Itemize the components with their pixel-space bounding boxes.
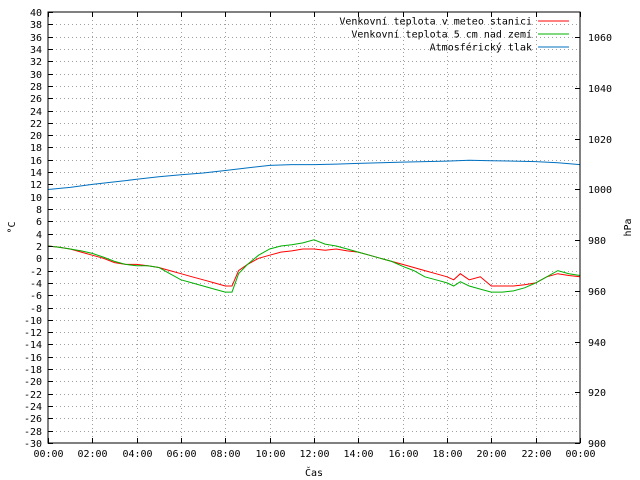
- x-tick-label: 22:00: [521, 449, 551, 460]
- y-right-tick-label: 940: [588, 338, 606, 349]
- x-tick-label: 18:00: [432, 449, 462, 460]
- y-left-tick-label: 22: [30, 119, 42, 130]
- x-axis-label: Čas: [305, 466, 323, 479]
- chart-grid: [48, 12, 580, 443]
- y-left-tick-label: 40: [30, 8, 42, 19]
- y-left-tick-label: -10: [24, 316, 42, 327]
- y-left-tick-label: 4: [36, 230, 42, 241]
- x-tick-label: 16:00: [388, 449, 418, 460]
- y-left-tick-label: 34: [30, 45, 42, 56]
- y-right-tick-label: 1060: [588, 33, 612, 44]
- x-tick-label: 12:00: [299, 449, 329, 460]
- y-right-tick-label: 1040: [588, 84, 612, 95]
- y-left-tick-label: -14: [24, 340, 42, 351]
- y-right-tick-label: 900: [588, 439, 606, 450]
- y-left-tick-label: 24: [30, 107, 42, 118]
- series-line-2: [47, 159, 581, 190]
- y-left-tick-label: 12: [30, 180, 42, 191]
- y-axis-left-label: °C: [7, 221, 18, 233]
- x-tick-label: 00:00: [565, 449, 595, 460]
- chart-series-layer: [47, 159, 581, 293]
- y-right-tick-label: 1020: [588, 135, 612, 146]
- y-left-tick-label: 10: [30, 193, 42, 204]
- y-left-tick-label: 0: [36, 254, 42, 265]
- y-axis-right-label: hPa: [623, 218, 634, 236]
- y-left-tick-label: 38: [30, 20, 42, 31]
- y-left-tick-label: 14: [30, 168, 42, 179]
- legend-label-0: Venkovní teplota v meteo stanici: [339, 16, 532, 28]
- y-left-tick-label: -28: [24, 427, 42, 438]
- y-left-tick-label: 6: [36, 217, 42, 228]
- y-left-tick-label: 18: [30, 143, 42, 154]
- y-left-tick-label: -18: [24, 365, 42, 376]
- legend-label-2: Atmosférický tlak: [430, 42, 532, 54]
- x-tick-label: 08:00: [210, 449, 240, 460]
- y-left-tick-label: -4: [30, 279, 42, 290]
- y-left-tick-label: -2: [30, 267, 42, 278]
- chart-tick-labels: -30-28-26-24-22-20-18-16-14-12-10-8-6-4-…: [24, 8, 612, 460]
- y-left-tick-label: 32: [30, 57, 42, 68]
- y-left-tick-label: -24: [24, 402, 42, 413]
- y-left-tick-label: 16: [30, 156, 42, 167]
- y-left-tick-label: 26: [30, 94, 42, 105]
- y-left-tick-label: -26: [24, 414, 42, 425]
- y-left-tick-label: -20: [24, 377, 42, 388]
- x-tick-label: 10:00: [255, 449, 285, 460]
- x-tick-label: 02:00: [77, 449, 107, 460]
- series-line-0: [47, 245, 581, 287]
- y-right-tick-label: 980: [588, 236, 606, 247]
- y-left-tick-label: -6: [30, 291, 42, 302]
- legend-label-1: Venkovní teplota 5 cm nad zemí: [351, 29, 532, 41]
- y-left-tick-label: -16: [24, 353, 42, 364]
- y-right-tick-label: 1000: [588, 185, 612, 196]
- x-tick-label: 00:00: [33, 449, 63, 460]
- y-right-tick-label: 920: [588, 388, 606, 399]
- y-left-tick-label: -30: [24, 439, 42, 450]
- y-left-tick-label: 36: [30, 33, 42, 44]
- x-tick-label: 20:00: [476, 449, 506, 460]
- y-left-tick-label: -12: [24, 328, 42, 339]
- series-line-1: [47, 239, 581, 293]
- x-tick-label: 04:00: [122, 449, 152, 460]
- y-left-tick-label: -22: [24, 390, 42, 401]
- chart-legend: Venkovní teplota v meteo staniciVenkovní…: [339, 16, 569, 54]
- y-right-tick-label: 960: [588, 287, 606, 298]
- y-left-tick-label: 28: [30, 82, 42, 93]
- y-left-tick-label: 30: [30, 70, 42, 81]
- y-left-tick-label: 8: [36, 205, 42, 216]
- x-tick-label: 06:00: [166, 449, 196, 460]
- y-left-tick-label: 2: [36, 242, 42, 253]
- chart-ticks: [48, 12, 581, 444]
- y-left-tick-label: 20: [30, 131, 42, 142]
- x-tick-label: 14:00: [343, 449, 373, 460]
- y-left-tick-label: -8: [30, 304, 42, 315]
